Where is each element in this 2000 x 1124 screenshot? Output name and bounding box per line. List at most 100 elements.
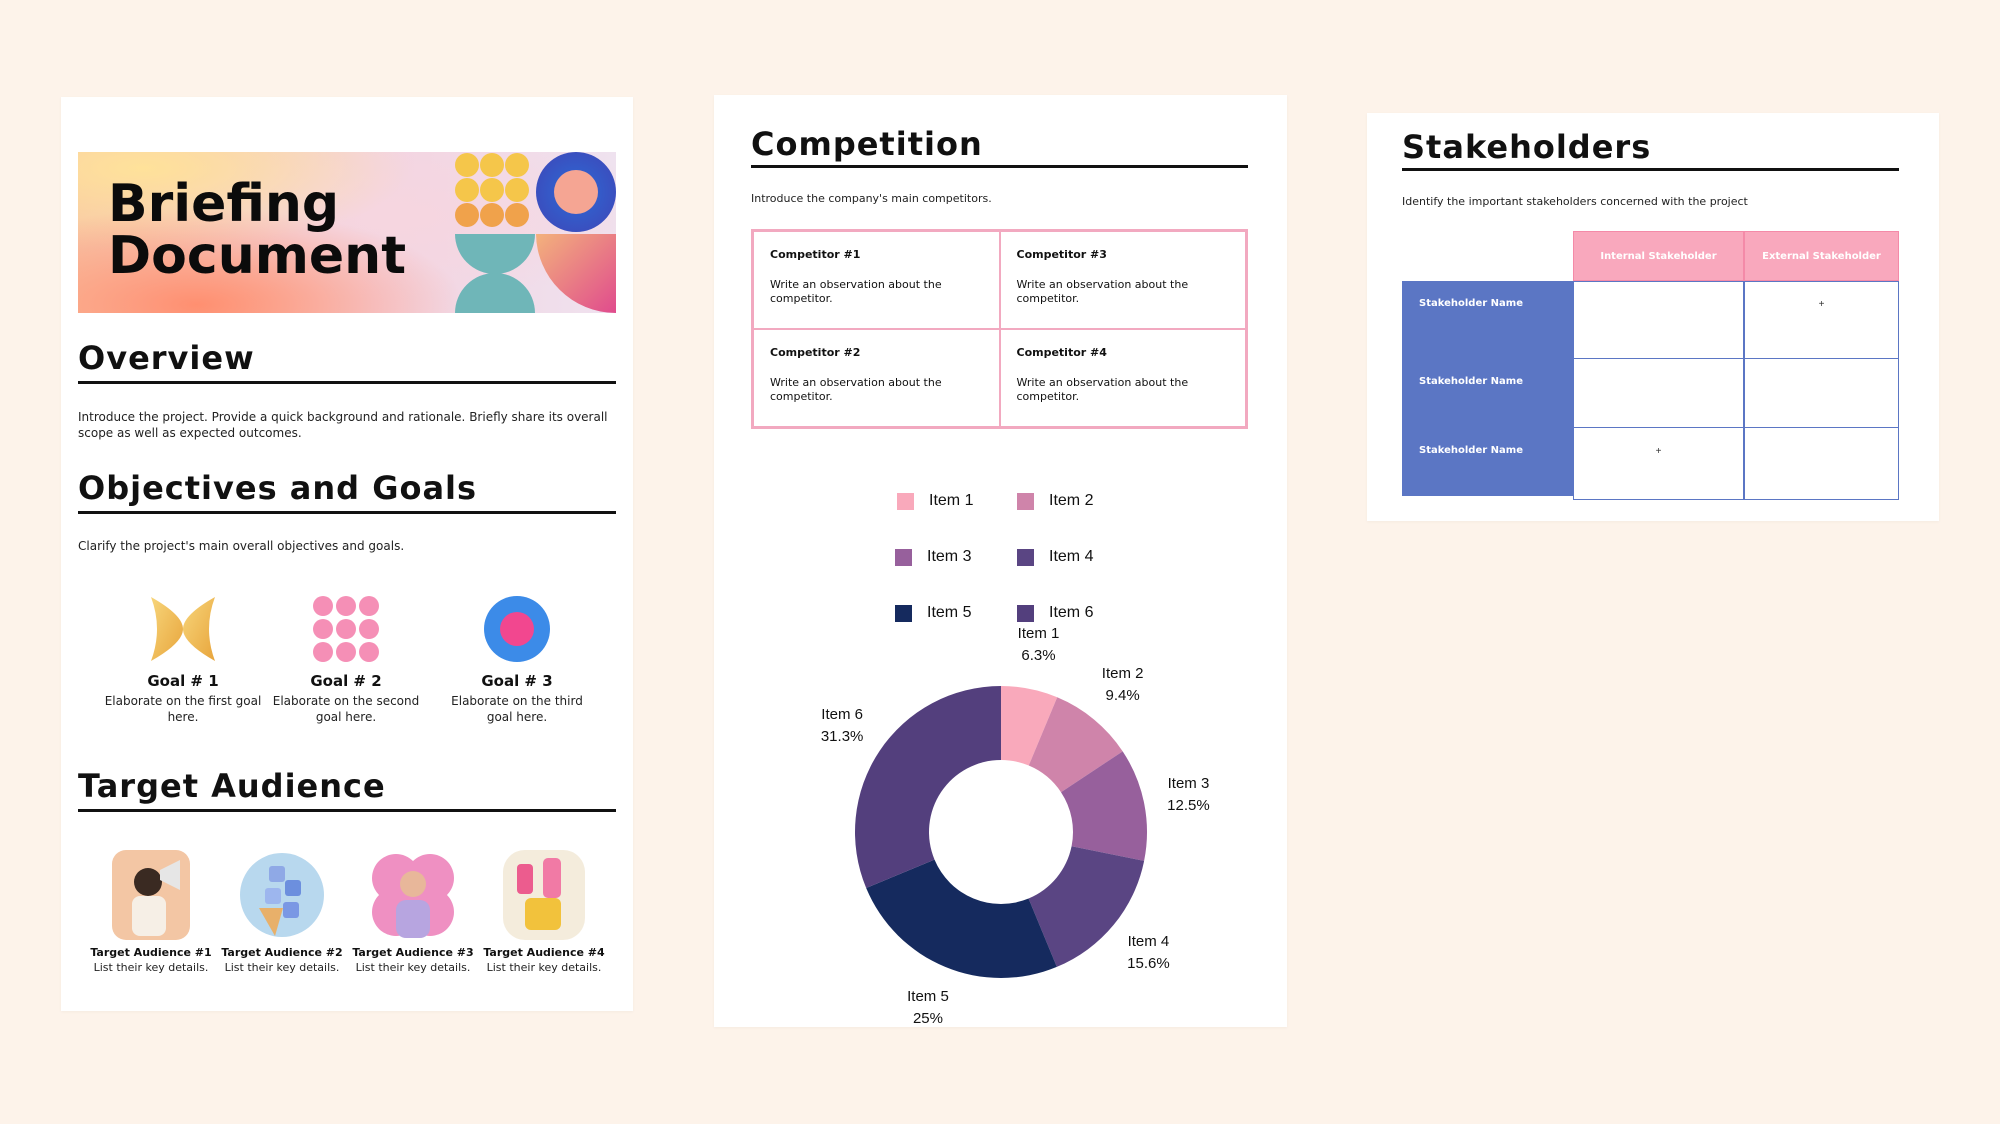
legend-swatch (895, 548, 912, 566)
competitor-cell: Competitor #1 Write an observation about… (753, 231, 1000, 329)
colorful-products-photo-icon (503, 850, 585, 940)
cell-value: + (1818, 299, 1825, 310)
golden-butterfly-shape-icon (151, 597, 215, 661)
donut-slice (866, 859, 1057, 978)
competitor-description: Write an observation about the competito… (770, 278, 942, 305)
document-title: Briefing Document (108, 178, 406, 282)
donut-chart-svg (855, 686, 1147, 978)
audience-description: List their key details. (486, 961, 602, 974)
slice-label: Item 4 15.6% (1118, 931, 1178, 975)
goal-description: Elaborate on the second goal here. (272, 694, 420, 724)
stakeholder-name-cell: Stakeholder Name (1402, 423, 1573, 496)
briefing-page: Briefing Document Overvie (61, 97, 633, 1011)
slice-label: Item 2 9.4% (1093, 663, 1153, 707)
competitor-title: Competitor #4 (1016, 346, 1107, 359)
slice-label-name: Item 2 (1101, 664, 1144, 682)
stakeholder-name-cell: Stakeholder Name (1402, 281, 1573, 353)
slice-label: Item 5 25% (898, 986, 958, 1030)
legend-swatch (1017, 492, 1034, 510)
slice-label-value: 31.3% (820, 727, 864, 745)
internal-cell[interactable]: + (1573, 427, 1744, 500)
slice-label-name: Item 6 (821, 705, 863, 723)
audience-3: Target Audience #3 List their key detail… (351, 850, 475, 974)
hero-banner: Briefing Document (78, 152, 616, 313)
title-line-2: Document (108, 226, 407, 286)
legend-item: Item 4 (1017, 548, 1093, 566)
legend-item: Item 2 (1017, 492, 1093, 510)
legend-item: Item 3 (895, 548, 971, 566)
audience-title: Target Audience #4 (483, 946, 605, 959)
legend-swatch (897, 492, 914, 510)
legend-label: Item 1 (929, 492, 974, 509)
goal-2: Goal # 2 Elaborate on the second goal he… (266, 595, 426, 725)
slice-label: Item 6 31.3% (812, 704, 872, 748)
external-cell[interactable]: + (1744, 281, 1899, 359)
audience-description: List their key details. (224, 961, 340, 974)
legend-label: Item 4 (1049, 548, 1094, 565)
slice-label-name: Item 4 (1127, 933, 1170, 951)
legend-label: Item 3 (927, 548, 972, 565)
competitor-title: Competitor #2 (770, 346, 861, 359)
stakeholders-heading: Stakeholders (1402, 128, 1652, 166)
slice-label: Item 3 12.5% (1158, 773, 1218, 817)
slice-label-name: Item 5 (907, 988, 949, 1006)
legend-label: Item 5 (927, 604, 972, 621)
stakeholders-intro: Identify the important stakeholders conc… (1402, 195, 1748, 208)
competitor-title: Competitor #3 (1016, 248, 1107, 261)
goal-1: Goal # 1 Elaborate on the first goal her… (103, 595, 263, 725)
pink-circles-grid-icon (313, 596, 379, 662)
slice-label-name: Item 3 (1167, 775, 1210, 793)
legend-label: Item 6 (1049, 604, 1094, 621)
legend-item: Item 1 (897, 492, 973, 510)
audience-title: Target Audience #1 (90, 946, 212, 959)
donut-slice (855, 686, 1001, 889)
legend-item: Item 5 (895, 604, 971, 622)
overview-text: Introduce the project. Provide a quick b… (78, 410, 608, 440)
goal-3: Goal # 3 Elaborate on the third goal her… (437, 595, 597, 725)
goal-description: Elaborate on the first goal here. (104, 694, 262, 724)
competitor-cell: Competitor #4 Write an observation about… (999, 329, 1246, 427)
competition-heading: Competition (751, 125, 983, 163)
goal-title: Goal # 1 (147, 672, 219, 690)
slice-label-value: 9.4% (1105, 686, 1140, 704)
objectives-rule (78, 511, 616, 514)
slice-label-value: 15.6% (1127, 955, 1170, 973)
donut-slice (1028, 846, 1145, 967)
person-pink-background-photo-icon (372, 854, 454, 938)
audience-heading: Target Audience (78, 767, 386, 805)
competitor-grid: Competitor #1 Write an observation about… (751, 229, 1248, 429)
cell-value: + (1655, 446, 1662, 457)
objectives-text: Clarify the project's main overall objec… (78, 539, 405, 553)
competition-rule (751, 165, 1248, 168)
audience-description: List their key details. (93, 961, 209, 974)
audience-rule (78, 809, 616, 812)
title-line-1: Briefing (108, 174, 340, 234)
stakeholders-page: Stakeholders Identify the important stak… (1367, 113, 1939, 521)
stakeholders-rule (1402, 168, 1899, 171)
slice-label-name: Item 1 (1017, 624, 1060, 642)
internal-stakeholder-header: Internal Stakeholder (1573, 231, 1744, 281)
external-cell[interactable] (1744, 427, 1899, 500)
legend-label: Item 2 (1049, 492, 1094, 509)
person-megaphone-photo-icon (112, 850, 190, 940)
geometric-art-icon (455, 152, 616, 313)
goal-description: Elaborate on the third goal here. (451, 694, 583, 724)
competitor-description: Write an observation about the competito… (770, 376, 942, 403)
internal-cell[interactable] (1573, 358, 1744, 428)
audience-2: Target Audience #2 List their key detail… (220, 850, 344, 974)
donut-slice (1028, 697, 1123, 793)
goal-title: Goal # 2 (310, 672, 382, 690)
audience-1: Target Audience #1 List their key detail… (89, 850, 213, 974)
donut-slice (1061, 751, 1147, 861)
competitor-cell: Competitor #2 Write an observation about… (753, 329, 1000, 427)
internal-cell[interactable] (1573, 281, 1744, 359)
external-cell[interactable] (1744, 358, 1899, 428)
stakeholder-name-cell: Stakeholder Name (1402, 353, 1573, 423)
audience-title: Target Audience #2 (221, 946, 343, 959)
blue-pink-circle-icon (484, 596, 550, 662)
competitor-description: Write an observation about the competito… (1016, 278, 1189, 305)
external-stakeholder-header: External Stakeholder (1744, 231, 1899, 281)
legend-swatch (1017, 548, 1034, 566)
overview-heading: Overview (78, 339, 255, 377)
dice-photo-icon (240, 853, 324, 937)
